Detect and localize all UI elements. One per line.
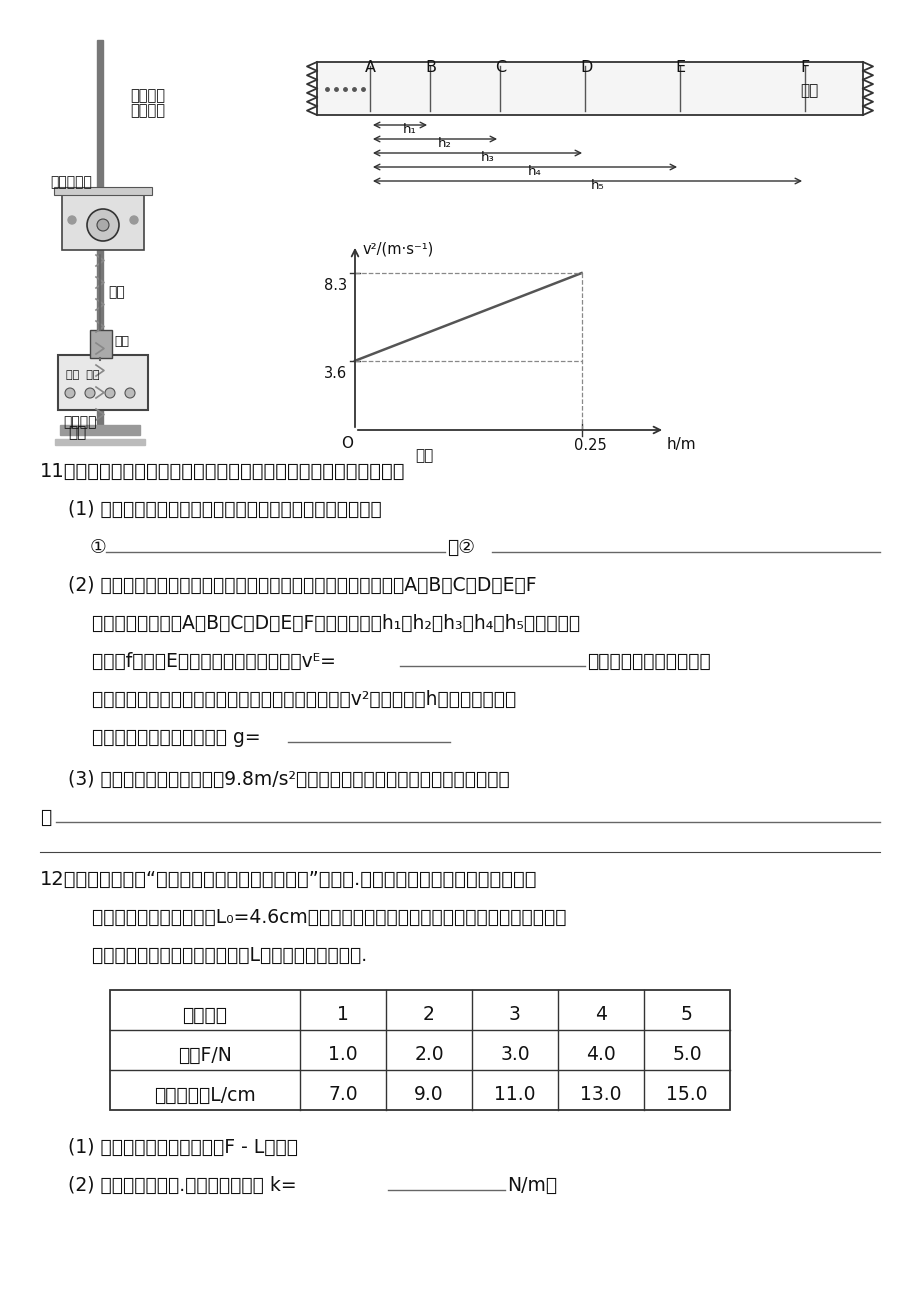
Circle shape <box>85 387 95 398</box>
Text: 图甲: 图甲 <box>68 425 86 439</box>
Text: (2) 由此图线可得，.该弹簧劲度系数 k=: (2) 由此图线可得，.该弹簧劲度系数 k= <box>68 1176 296 1195</box>
Bar <box>90 330 112 358</box>
Text: ；②: ；② <box>447 538 474 556</box>
Text: 如图丙所示，则重力加速度 g=: 如图丙所示，则重力加速度 g= <box>68 728 260 748</box>
Text: 频率为f，则打E点时重物速度的表达式为vᴱ=: 频率为f，则打E点时重物速度的表达式为vᴱ= <box>68 653 335 671</box>
Text: O: O <box>341 436 353 451</box>
Text: B: B <box>425 60 436 75</box>
Text: h₄: h₄ <box>528 165 541 178</box>
Text: 钉码个数: 钉码个数 <box>182 1005 227 1024</box>
Text: N/m；: N/m； <box>506 1176 557 1195</box>
Text: 1: 1 <box>336 1005 348 1024</box>
Text: 3: 3 <box>508 1005 520 1024</box>
Text: 0.25: 0.25 <box>573 438 606 452</box>
Circle shape <box>87 209 119 240</box>
Circle shape <box>105 387 115 398</box>
Text: A: A <box>365 60 376 75</box>
Text: F: F <box>800 60 809 75</box>
Text: 2: 2 <box>423 1005 435 1024</box>
Circle shape <box>125 387 135 398</box>
Bar <box>55 439 145 445</box>
Text: 直流  交流: 直流 交流 <box>66 370 99 380</box>
Bar <box>58 355 148 410</box>
Text: (2) 该同学经正确操作得到如图乙所示的纸带，取连续的六个打点A、B、C、D、E、F: (2) 该同学经正确操作得到如图乙所示的纸带，取连续的六个打点A、B、C、D、E… <box>68 576 536 595</box>
Text: 5: 5 <box>680 1005 692 1024</box>
Text: 静止释放: 静止释放 <box>130 103 165 118</box>
Text: 纸带: 纸带 <box>108 285 125 299</box>
Circle shape <box>130 216 138 224</box>
Text: 弹簧的长度L/cm: 弹簧的长度L/cm <box>154 1086 255 1105</box>
Text: ①: ① <box>90 538 107 556</box>
Circle shape <box>68 216 76 224</box>
Text: 9.0: 9.0 <box>414 1086 443 1105</box>
Text: 12、某实验小组做“探究弹力和弹簧伸长量的关系”的实验.实验时，先把弹簧平放在桐面上，: 12、某实验小组做“探究弹力和弹簧伸长量的关系”的实验.实验时，先把弹簧平放在桐… <box>40 870 537 889</box>
Text: 13.0: 13.0 <box>580 1086 621 1105</box>
Text: 3.0: 3.0 <box>500 1045 529 1065</box>
Text: 4.0: 4.0 <box>585 1045 615 1065</box>
Text: C: C <box>494 60 505 75</box>
Text: 图乙: 图乙 <box>800 83 817 98</box>
Bar <box>96 40 103 430</box>
Text: E: E <box>675 60 685 75</box>
Text: 11.0: 11.0 <box>494 1086 535 1105</box>
Text: 用刻度尺测出弹簧的原长L₀=4.6cm，再把弹簧竖直悬挂起来，在下端挂钉码，每增加一: 用刻度尺测出弹簧的原长L₀=4.6cm，再把弹簧竖直悬挂起来，在下端挂钉码，每增… <box>68 907 566 927</box>
Text: h₁: h₁ <box>403 124 416 136</box>
Text: h₂: h₂ <box>437 136 451 150</box>
Text: 图丙: 图丙 <box>414 448 433 463</box>
Text: 重物: 重物 <box>114 335 129 348</box>
Text: 11、某同学利用如图甲所示的实验装置测量重力加速度，如图所示：: 11、某同学利用如图甲所示的实验装置测量重力加速度，如图所示： <box>40 462 405 481</box>
Bar <box>60 425 140 436</box>
Circle shape <box>96 218 108 231</box>
Bar <box>54 187 152 195</box>
Text: 只钉码均记下对应的弹簧的长度L，数据记录如表所示.: 只钉码均记下对应的弹簧的长度L，数据记录如表所示. <box>68 946 367 965</box>
Text: 4: 4 <box>595 1005 607 1024</box>
Text: ；若分别计算出各计数点: ；若分别计算出各计数点 <box>586 653 710 671</box>
Text: 8.3: 8.3 <box>323 278 346 292</box>
Text: 将纸带由: 将纸带由 <box>130 88 165 103</box>
Text: 7.0: 7.0 <box>328 1086 357 1105</box>
Bar <box>110 991 729 1110</box>
Text: D: D <box>579 60 592 75</box>
Text: (3) 若当地的重力加速度値为9.8m/s²，你认为该同学测量値存在偏差的主要原因: (3) 若当地的重力加速度値为9.8m/s²，你认为该同学测量値存在偏差的主要原… <box>68 770 509 789</box>
Text: 3.6: 3.6 <box>323 365 346 381</box>
Text: v²/(m·s⁻¹): v²/(m·s⁻¹) <box>363 242 434 257</box>
Text: h₅: h₅ <box>590 179 604 192</box>
Text: 打点计时器: 打点计时器 <box>50 176 92 188</box>
Text: 5.0: 5.0 <box>672 1045 701 1065</box>
Text: 是: 是 <box>40 809 51 827</box>
Text: (1) 根据表中数据在图中作出F - L图线；: (1) 根据表中数据在图中作出F - L图线； <box>68 1138 298 1157</box>
Text: 1.0: 1.0 <box>328 1045 357 1065</box>
Text: 学生电源: 学生电源 <box>62 415 96 429</box>
Circle shape <box>65 387 75 398</box>
Text: (1) 请指出该同学在实验操作中存在的两处明显错误或不当：: (1) 请指出该同学在实验操作中存在的两处明显错误或不当： <box>68 500 381 519</box>
Text: 对应的速度数値，并在坐标系中画出速度的二次方（v²）与距离（h）的关系图线，: 对应的速度数値，并在坐标系中画出速度的二次方（v²）与距离（h）的关系图线， <box>68 690 516 709</box>
Bar <box>62 190 144 250</box>
Text: 2.0: 2.0 <box>414 1045 443 1065</box>
Text: 15.0: 15.0 <box>665 1086 707 1105</box>
Text: h₃: h₃ <box>480 151 494 164</box>
Text: 弹力F/N: 弹力F/N <box>178 1045 232 1065</box>
Text: h/m: h/m <box>666 437 696 452</box>
Text: 为计数点，测得点A到B、C、D、E、F的距离分别为h₁、h₂、h₃、h₄、h₅。若打点的: 为计数点，测得点A到B、C、D、E、F的距离分别为h₁、h₂、h₃、h₄、h₅。… <box>68 614 580 633</box>
Bar <box>317 62 862 114</box>
